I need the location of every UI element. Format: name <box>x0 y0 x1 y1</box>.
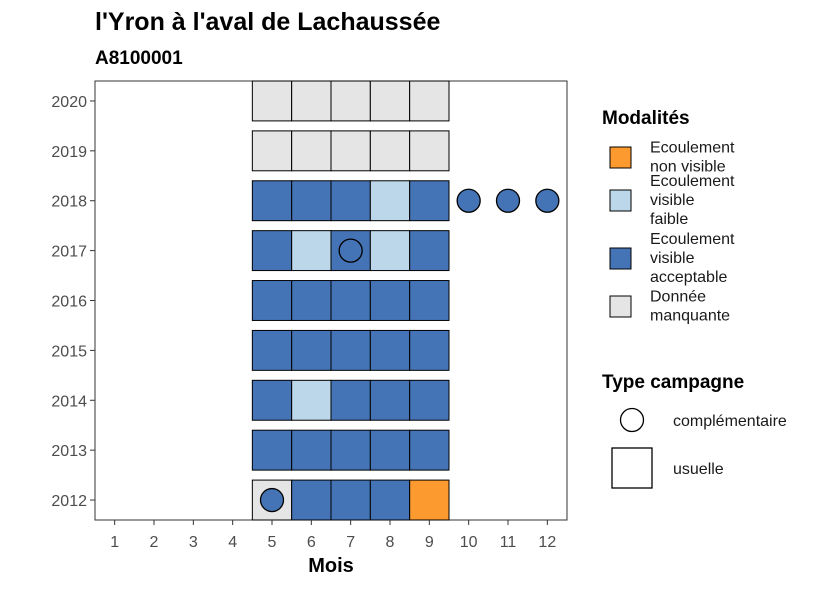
legend-label-dm-1: Donnée <box>650 289 706 306</box>
x-tick-label-7: 7 <box>346 534 355 551</box>
legend-title-campagne: Type campagne <box>602 372 744 393</box>
cell-2015-9 <box>409 329 450 371</box>
legend-label-va-1: Ecoulement <box>650 231 735 248</box>
legend-label-va-2: visible <box>650 250 695 267</box>
cell-2018-5 <box>251 180 293 222</box>
legend-label-usuelle: usuelle <box>673 461 724 478</box>
cell-2017-5 <box>251 230 293 272</box>
x-tick-label-4: 4 <box>228 534 237 551</box>
cell-2014-8 <box>369 379 411 421</box>
y-tick-label-2017: 2017 <box>51 244 87 261</box>
legend-label-va-3: acceptable <box>650 269 727 286</box>
complementaire-points <box>259 188 560 513</box>
legend-label-vf-3: faible <box>650 211 688 228</box>
point-2012-5 <box>259 487 285 513</box>
cell-2017-8 <box>369 230 411 272</box>
legend-label-vf-2: visible <box>650 192 695 209</box>
chart-subtitle: A8100001 <box>95 48 183 69</box>
legend-title-modalites: Modalités <box>602 108 690 129</box>
legend-label-nv-2: non visible <box>650 159 726 176</box>
cell-2012-7 <box>330 479 371 521</box>
cell-2016-6 <box>291 280 332 321</box>
x-axis: 1 2 3 4 5 6 7 8 9 10 11 12 <box>110 520 556 551</box>
cell-2016-8 <box>369 280 411 321</box>
legend-key-usuelle <box>611 447 653 489</box>
cell-2013-9 <box>409 429 450 471</box>
cell-2016-7 <box>330 280 371 321</box>
x-tick-label-12: 12 <box>538 534 556 551</box>
x-tick-label-2: 2 <box>150 534 159 551</box>
cell-2013-5 <box>251 429 293 471</box>
chart-title: l'Yron à l'aval de Lachaussée <box>95 8 440 36</box>
legend-swatch-vf <box>609 189 632 212</box>
cell-2016-5 <box>251 280 293 321</box>
y-tick-label-2019: 2019 <box>51 144 87 161</box>
y-tick-label-2013: 2013 <box>51 443 87 460</box>
x-tick-label-10: 10 <box>460 534 478 551</box>
cell-2019-7 <box>330 130 371 172</box>
cell-2020-9 <box>409 80 450 122</box>
cell-2019-6 <box>291 130 332 172</box>
y-tick-label-2018: 2018 <box>51 194 87 211</box>
legend-swatch-nv <box>609 146 632 169</box>
legend-label-vf-1: Ecoulement <box>650 173 735 190</box>
cell-2015-5 <box>251 329 293 371</box>
cell-2013-8 <box>369 429 411 471</box>
x-tick-label-11: 11 <box>500 534 517 551</box>
usuelle-cells <box>251 80 450 521</box>
cell-2020-5 <box>251 80 293 122</box>
cell-2015-7 <box>330 329 371 371</box>
x-axis-title: Mois <box>308 555 354 577</box>
cell-2014-5 <box>251 379 293 421</box>
point-2018-12 <box>535 188 560 213</box>
cell-2012-8 <box>369 479 411 521</box>
cell-2017-6 <box>291 230 332 272</box>
cell-2014-7 <box>330 379 371 421</box>
y-tick-label-2020: 2020 <box>51 94 87 111</box>
y-tick-label-2014: 2014 <box>51 393 87 410</box>
cell-2020-7 <box>330 80 371 122</box>
cell-2019-9 <box>409 130 450 172</box>
cell-2020-6 <box>291 80 332 122</box>
cell-2019-5 <box>251 130 293 172</box>
cell-2015-6 <box>291 329 332 371</box>
legend-swatch-va <box>609 247 632 270</box>
cell-2018-8 <box>369 180 411 222</box>
legend-swatch-dm <box>609 295 632 318</box>
x-tick-label-6: 6 <box>307 534 316 551</box>
point-2018-11 <box>495 188 521 213</box>
cell-2020-8 <box>369 80 411 122</box>
cell-2014-6 <box>291 379 332 421</box>
cell-2015-8 <box>369 329 411 371</box>
cell-2014-9 <box>409 379 450 421</box>
cell-2016-9 <box>409 280 450 321</box>
cell-2018-9 <box>409 180 450 222</box>
cell-2017-9 <box>409 230 450 272</box>
x-tick-label-9: 9 <box>425 534 434 551</box>
x-tick-label-8: 8 <box>386 534 395 551</box>
cell-2018-7 <box>330 180 371 222</box>
y-tick-label-2012: 2012 <box>51 493 87 510</box>
point-2018-10 <box>456 188 481 213</box>
y-tick-label-2016: 2016 <box>51 294 87 311</box>
y-tick-label-2015: 2015 <box>51 343 87 360</box>
x-tick-label-5: 5 <box>268 534 277 551</box>
x-tick-label-3: 3 <box>189 534 198 551</box>
legend-label-complementaire: complémentaire <box>673 413 787 430</box>
cell-2013-7 <box>330 429 371 471</box>
legend-label-nv-1: Ecoulement <box>650 140 735 157</box>
x-tick-label-1: 1 <box>110 534 119 551</box>
legend-label-dm-2: manquante <box>650 308 730 325</box>
cell-2013-6 <box>291 429 332 471</box>
legend-key-complementaire <box>619 407 645 433</box>
cell-2018-6 <box>291 180 332 222</box>
cell-2012-9 <box>409 479 450 521</box>
cell-2019-8 <box>369 130 411 172</box>
legend-campagne: complémentaire usuelle <box>611 407 787 489</box>
y-axis: 2012 2013 2014 2015 2016 2017 2018 2019 2020 <box>51 94 95 510</box>
cell-2012-6 <box>291 479 332 521</box>
point-2017-7 <box>338 238 363 263</box>
